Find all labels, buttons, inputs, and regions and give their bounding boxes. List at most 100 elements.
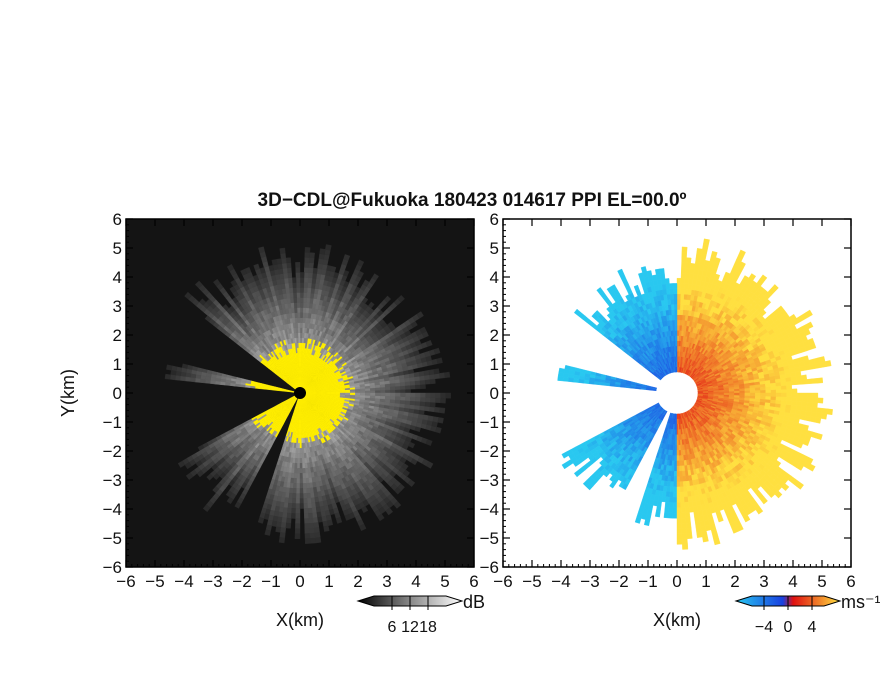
radar-cell — [303, 272, 309, 278]
radar-cell — [296, 297, 301, 303]
radar-cell — [304, 247, 311, 253]
radar-cell — [425, 439, 433, 446]
radar-cell — [806, 378, 813, 385]
radar-cell — [311, 272, 318, 279]
radar-cell — [286, 517, 292, 524]
y-tick-label: 0 — [113, 384, 122, 403]
radar-cell — [294, 528, 301, 534]
radar-cell — [435, 397, 441, 404]
radar-cell — [425, 340, 433, 347]
radar-cell — [405, 392, 411, 398]
radar-cell — [299, 302, 304, 308]
radar-cell — [385, 392, 391, 397]
radar-cell — [280, 522, 287, 529]
radar-cell — [414, 404, 421, 411]
radar-cell — [410, 396, 416, 402]
radar-cell — [295, 508, 301, 514]
radar-cell — [297, 317, 301, 323]
radar-cell — [257, 517, 265, 524]
radar-cell — [400, 392, 406, 397]
radar-cell — [395, 396, 401, 401]
radar-cell — [400, 385, 406, 390]
radar-cell — [440, 392, 447, 399]
radar-cell — [303, 277, 309, 283]
radar-cell — [294, 467, 298, 474]
radar-cell — [429, 401, 436, 408]
radar-cell — [299, 312, 304, 318]
radar-cell — [430, 397, 436, 403]
radar-cell — [199, 378, 206, 384]
radar-cell — [184, 462, 192, 470]
radar-cell — [296, 302, 301, 308]
radar-cell — [308, 522, 315, 529]
radar-cell — [234, 383, 241, 387]
radar-cell — [413, 371, 420, 378]
radar-cell — [335, 392, 341, 395]
radar-cell — [230, 279, 238, 287]
radar-cell — [390, 392, 396, 397]
radar-cell — [301, 327, 305, 334]
radar-cell — [296, 287, 301, 293]
radar-cell — [423, 370, 430, 376]
radar-cell — [297, 438, 301, 444]
y-tick-label: 4 — [113, 268, 122, 287]
radar-cell — [415, 392, 421, 398]
radar-cell — [309, 532, 316, 539]
radar-cell — [299, 297, 304, 303]
radar-cell — [308, 262, 314, 269]
y-tick-label: 2 — [113, 326, 122, 345]
radar-cell — [415, 384, 421, 390]
radar-cell — [335, 517, 343, 524]
radar-cell — [296, 493, 301, 499]
radar-cell — [434, 406, 441, 413]
radar-cell — [380, 389, 386, 394]
radar-cell — [775, 389, 782, 394]
radar-cell — [204, 379, 211, 384]
backscatter-field — [164, 244, 452, 544]
radar-cell — [389, 399, 396, 404]
radar-cell — [295, 523, 301, 529]
radar-cell — [801, 379, 808, 385]
radar-cell — [296, 473, 301, 479]
radar-cell — [169, 374, 176, 381]
radar-cell — [409, 380, 416, 386]
radar-cell — [395, 392, 401, 397]
radar-cell — [424, 379, 431, 385]
x-tick-label: 0 — [295, 572, 304, 591]
radar-cell — [280, 252, 287, 259]
radar-cell — [166, 364, 173, 371]
radar-cell — [340, 392, 346, 395]
radar-cell — [291, 277, 297, 283]
radar-cell — [326, 519, 334, 527]
radar-cell — [299, 282, 305, 288]
radar-cell — [800, 374, 808, 381]
radar-cell — [397, 294, 405, 303]
radar-cell — [312, 267, 318, 274]
radar-cell — [313, 522, 320, 529]
radar-cell — [359, 394, 366, 398]
radar-cell — [415, 396, 421, 402]
radar-cell — [785, 380, 792, 386]
radar-cell — [293, 302, 298, 309]
radar-cell — [393, 501, 402, 509]
radar-cell — [204, 315, 212, 323]
x-tick-label: −1 — [261, 572, 280, 591]
radar-cell — [306, 287, 312, 294]
x-tick-label: 3 — [382, 572, 391, 591]
y-tick-label: −1 — [103, 413, 122, 432]
radar-cell — [304, 262, 310, 268]
radar-cell — [292, 287, 297, 293]
radar-cell — [304, 528, 311, 534]
radar-cell — [194, 280, 203, 289]
radar-cell — [299, 317, 303, 323]
radar-cell — [362, 279, 370, 287]
radar-cell — [299, 488, 304, 494]
radar-cell — [420, 383, 426, 390]
radar-cell — [329, 392, 336, 395]
radar-cell — [296, 468, 301, 474]
radar-cell — [303, 292, 308, 298]
radar-cell — [802, 355, 809, 362]
radar-cell — [214, 380, 221, 385]
radar-cell — [299, 458, 303, 464]
